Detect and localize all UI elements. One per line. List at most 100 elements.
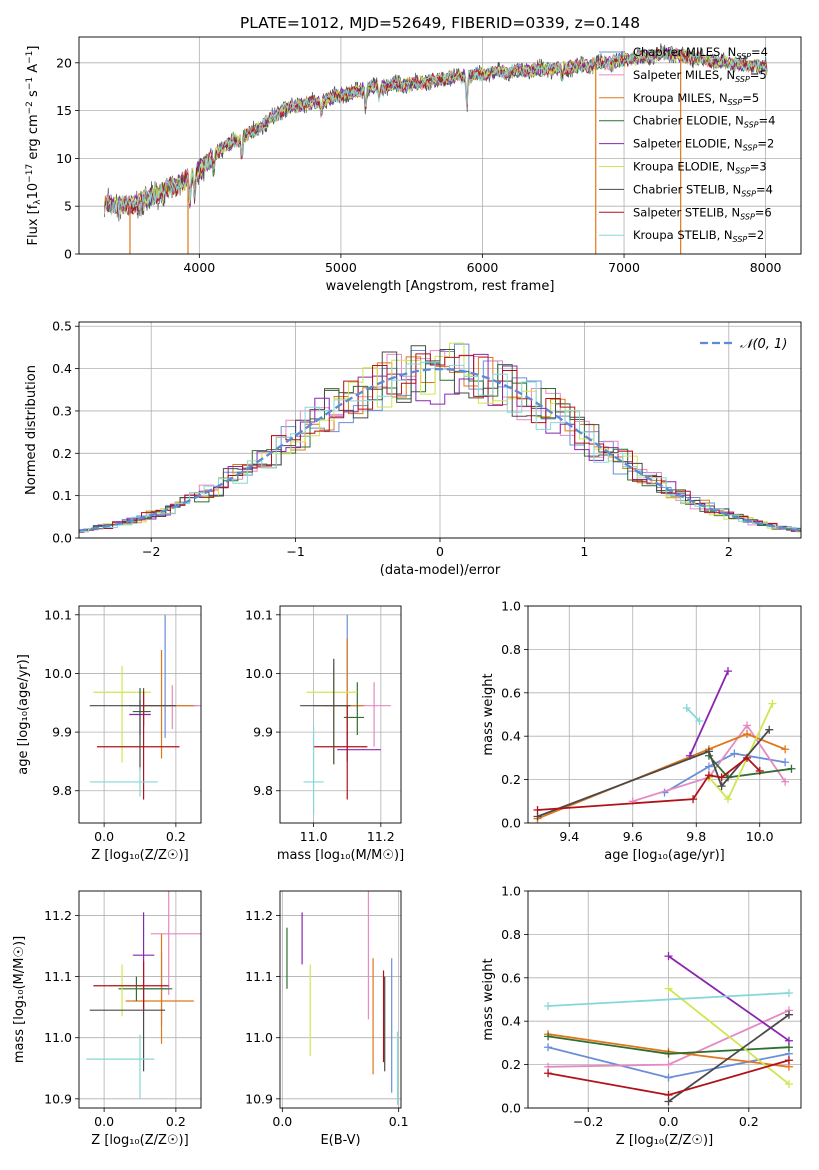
legend-tail: =4 <box>759 114 776 128</box>
massweight-marker <box>743 721 752 730</box>
legend-sub: SSP <box>743 144 758 153</box>
y-tick-label: 0.8 <box>501 642 521 657</box>
massweight-line <box>537 756 761 811</box>
axes-frame <box>527 890 802 1109</box>
legend-label: Chabrier ELODIE, NSSP=4 <box>633 114 775 130</box>
legend-text: Salpeter STELIB, N <box>633 205 740 219</box>
massweight-marker <box>781 758 790 767</box>
y-tick-label: 9.9 <box>52 725 72 740</box>
y-tick-label: 0.0 <box>52 531 72 546</box>
x-tick-label: 9.4 <box>559 829 579 844</box>
x-tick-label: 4000 <box>183 260 215 275</box>
massweight-vs-age-panel: 9.4 9.6 9.8 10.0 0.0 0.2 0.4 0.6 0.8 1.0 age [log₁… <box>481 599 802 863</box>
massweight-marker <box>723 795 732 804</box>
y-tick-label: 0.4 <box>501 1014 521 1029</box>
y-tick-label: 11.1 <box>245 969 273 984</box>
x-axis-label: Z [log₁₀(Z/Z☉)] <box>616 1133 713 1148</box>
y-tick-label: 11.2 <box>44 908 72 923</box>
massweight-marker <box>695 717 704 726</box>
massweight-marker <box>717 773 726 782</box>
y-tick-label: 10.0 <box>44 666 72 681</box>
x-tick-label: 2 <box>725 544 733 559</box>
x-tick-label: 10.0 <box>746 829 774 844</box>
y-tick-label: 1.0 <box>501 884 521 899</box>
y-tick-label: 0 <box>64 247 72 262</box>
massweight-marker <box>664 984 673 993</box>
massweight-marker <box>784 1056 793 1065</box>
x-tick-label: 5000 <box>325 260 357 275</box>
x-axis-label: (data-model)/error <box>380 563 501 578</box>
y-label-part: −1 <box>25 51 35 64</box>
y-tick-label: 0.8 <box>501 927 521 942</box>
spectrum-line <box>104 48 768 217</box>
y-label-part: λ <box>33 199 43 205</box>
y-tick-label: 0.0 <box>501 816 521 831</box>
legend-sub: SSP <box>735 167 750 176</box>
y-axis-label: mass weight <box>481 958 496 1040</box>
massweight-marker <box>768 699 777 708</box>
legend-text: Salpeter ELODIE, N <box>633 137 743 151</box>
y-tick-label: 0.4 <box>501 729 521 744</box>
legend-sub: SSP <box>740 212 755 221</box>
y-tick-label: 9.8 <box>52 783 72 798</box>
massweight-marker <box>533 805 542 814</box>
y-tick-label: 5 <box>64 199 72 214</box>
massweight-marker <box>730 749 739 758</box>
massweight-marker <box>544 1002 553 1011</box>
massweight-line <box>689 670 729 757</box>
legend-tail: =5 <box>750 68 767 82</box>
x-axis-label: Z [log₁₀(Z/Z☉)] <box>91 1133 188 1148</box>
legend-sub: SSP <box>735 75 750 84</box>
x-axis-label: Z [log₁₀(Z/Z☉)] <box>91 848 188 863</box>
y-tick-label: 0.3 <box>52 403 72 418</box>
massweight-marker <box>544 1043 553 1052</box>
legend-label: Salpeter STELIB, NSSP=6 <box>633 205 772 221</box>
legend-normal-label: 𝒩(0, 1) <box>740 337 787 352</box>
plot-area <box>286 891 399 1105</box>
y-axis-label: Normed distribution <box>24 365 39 495</box>
y-label-part: −1 <box>25 77 35 90</box>
massweight-line <box>548 992 790 1007</box>
plot-area <box>104 43 768 254</box>
age-vs-metallicity-panel: 0.0 0.2 9.8 9.9 10.0 10.1 Z [log₁₀(Z/Z☉)] age [… <box>16 605 202 863</box>
massweight-marker <box>717 782 726 791</box>
y-tick-label: 10.1 <box>44 607 72 622</box>
massweight-marker <box>784 1010 793 1019</box>
y-tick-label: 11.0 <box>245 1030 273 1045</box>
y-tick-label: 0.4 <box>52 361 72 376</box>
y-tick-label: 9.8 <box>253 783 273 798</box>
y-tick-label: 10.9 <box>245 1091 273 1106</box>
spectrum-panel: 4000 5000 6000 7000 8000 0 5 10 15 20 wavelength [… <box>25 36 802 294</box>
plot-area <box>86 891 201 1099</box>
axes-frame <box>279 605 402 824</box>
y-tick-label: 15 <box>56 103 72 118</box>
x-axis-label: age [log₁₀(age/yr)] <box>604 848 725 863</box>
mass-vs-ebv-panel: 0.0 0.1 10.9 11.0 11.1 11.2 E(B-V) <box>245 890 409 1148</box>
massweight-line <box>667 987 790 1085</box>
y-axis-label: Flux [fλ10−17 erg cm−2 s−1 A−1] <box>25 46 43 246</box>
legend-tail: =4 <box>756 182 773 196</box>
y-tick-label: 10.9 <box>44 1091 72 1106</box>
massweight-line <box>667 955 790 1042</box>
massweight-marker <box>704 747 713 756</box>
massweight-marker <box>664 1073 673 1082</box>
x-tick-label: 8000 <box>750 260 782 275</box>
massweight-line <box>632 723 786 803</box>
massweight-marker <box>781 777 790 786</box>
legend-tail: =4 <box>751 45 768 59</box>
x-tick-label: −2 <box>142 544 160 559</box>
legend-label: Kroupa ELODIE, NSSP=3 <box>633 160 767 176</box>
legend-label: Chabrier STELIB, NSSP=4 <box>633 182 773 198</box>
axes-frame <box>279 890 402 1109</box>
massweight-marker <box>664 1090 673 1099</box>
y-label-part: Flux [f <box>26 204 41 245</box>
y-tick-label: 11.1 <box>44 969 72 984</box>
legend-label: Kroupa STELIB, NSSP=2 <box>633 228 764 244</box>
grid <box>280 606 401 823</box>
massweight-marker <box>544 1069 553 1078</box>
massweight-marker <box>781 745 790 754</box>
grid <box>280 891 401 1108</box>
y-axis-label: mass weight <box>481 673 496 755</box>
figure-title: PLATE=1012, MJD=52649, FIBERID=0339, z=0… <box>240 14 640 32</box>
